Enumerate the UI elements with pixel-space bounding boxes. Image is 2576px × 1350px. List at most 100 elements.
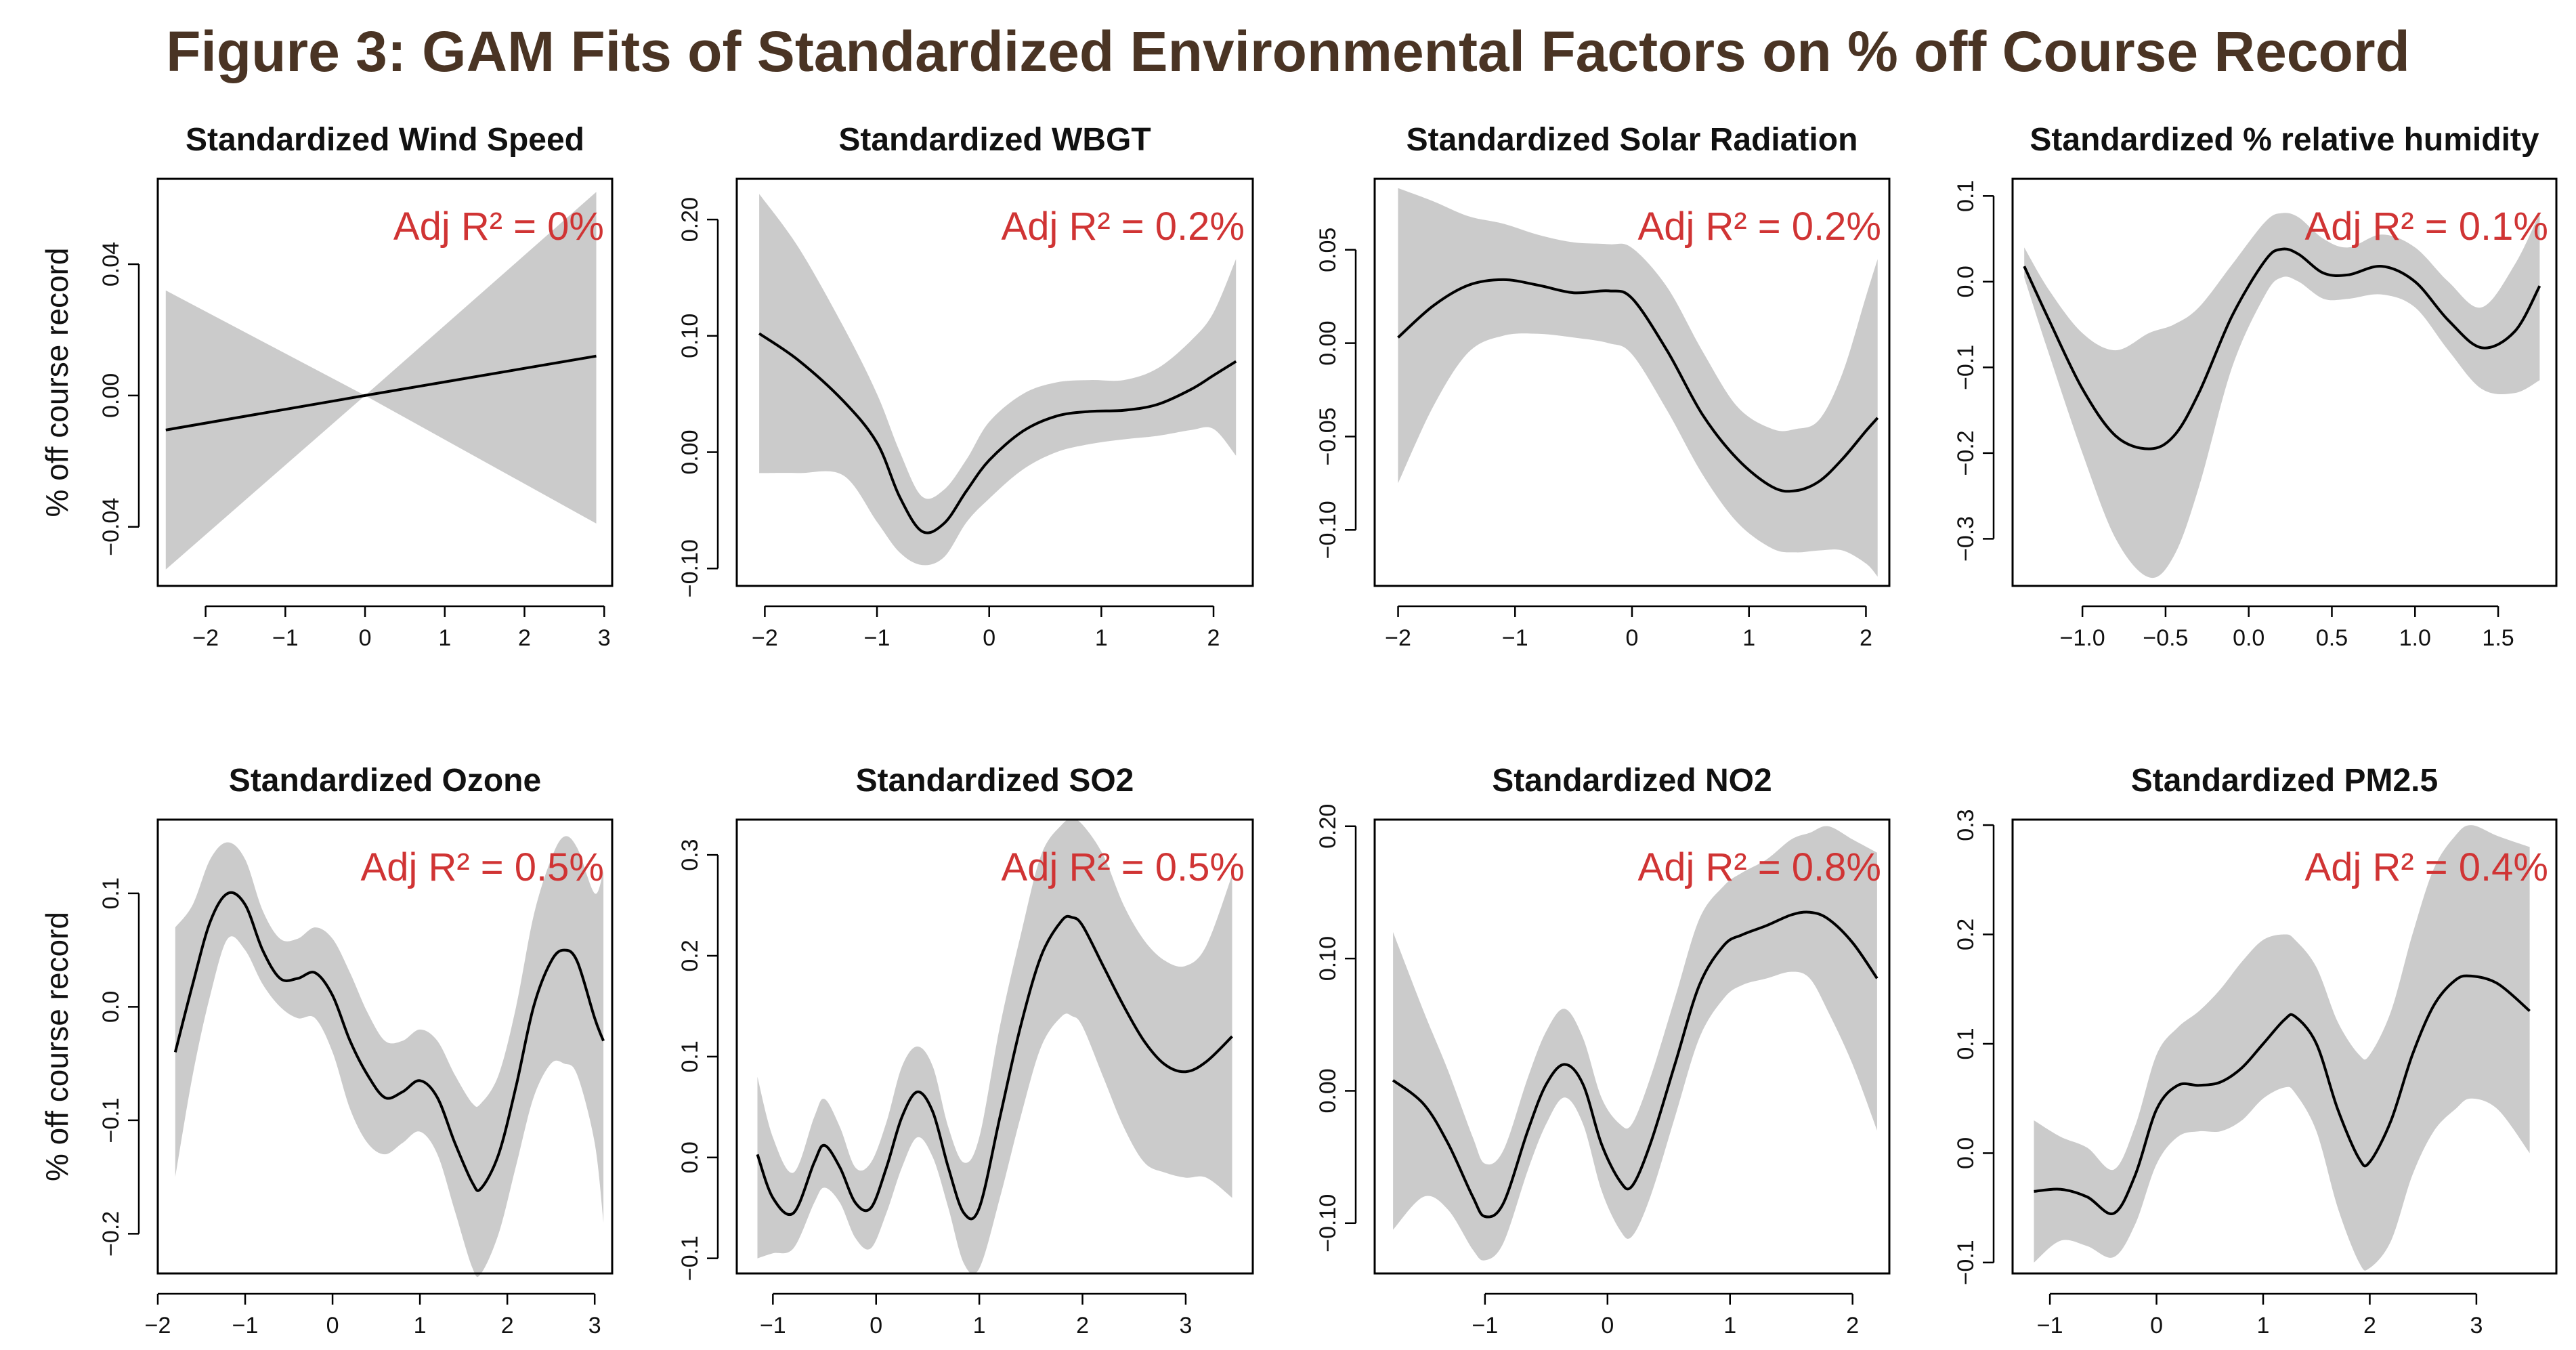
x-tick-label: 3 [2470, 1313, 2483, 1338]
x-tick-label: 1 [438, 625, 451, 651]
panel-title: Standardized WBGT [838, 122, 1151, 158]
x-tick-label: 1 [1723, 1313, 1736, 1338]
confidence-band [757, 819, 1232, 1275]
fit-line [173, 891, 605, 1192]
y-tick-label: 0.0 [677, 1141, 703, 1173]
y-tick-label: 0.20 [1315, 804, 1341, 849]
adj-r2-annotation: Adj R² = 0.1% [2305, 205, 2548, 249]
x-tick-label: −1 [2037, 1313, 2063, 1338]
y-axis-label: % off course record [39, 247, 74, 517]
panel-5: −2 −1 0 1 2 3 −0.2 −0.1 0.0 0.1 Standardized Ozone… [39, 763, 614, 1338]
x-tick-label: 3 [588, 1313, 601, 1338]
x-tick-label: 0.5 [2316, 625, 2348, 651]
x-tick-label: 1 [1095, 625, 1108, 651]
y-tick-label: 0.10 [677, 314, 703, 358]
fit-line [2023, 247, 2541, 450]
panel-title: Standardized Ozone [229, 763, 541, 799]
x-tick-label: −1 [864, 625, 890, 651]
y-tick-label: 0.1 [98, 877, 124, 909]
confidence-band [2024, 213, 2540, 578]
figure-title: Figure 3: GAM Fits of Standardized Envir… [166, 20, 2410, 83]
x-tick-label: 3 [1179, 1313, 1192, 1338]
confidence-band [175, 836, 604, 1278]
x-tick-label: 2 [1076, 1313, 1089, 1338]
panel-1: −2 −1 0 1 2 3 −0.04 0.00 0.04 Standardized Wind S… [39, 122, 614, 651]
x-tick-label: −1 [1472, 1313, 1498, 1338]
y-axis-label: % off course record [39, 912, 74, 1181]
confidence-band [1398, 188, 1878, 577]
y-tick-label: 0.20 [677, 197, 703, 242]
panel-3: −2 −1 0 1 2 −0.10 −0.05 0.00 0.05 Standardized So… [1315, 122, 1891, 651]
plot-frame [2011, 177, 2558, 587]
x-tick-label: 0.0 [2233, 625, 2264, 651]
x-tick-label: −2 [752, 625, 778, 651]
x-tick-label: 2 [1846, 1313, 1859, 1338]
adj-r2-annotation: Adj R² = 0.8% [1638, 845, 1881, 889]
x-tick-label: −1 [272, 625, 299, 651]
x-tick-label: 1.5 [2482, 625, 2514, 651]
confidence-band [759, 194, 1237, 566]
plot-frame [735, 818, 1254, 1275]
x-tick-label: −2 [192, 625, 219, 651]
y-tick-label: −0.05 [1315, 407, 1341, 465]
y-tick-label: 0.05 [1315, 228, 1341, 272]
x-tick-label: 0 [1626, 625, 1639, 651]
y-tick-label: 0.1 [1953, 180, 1979, 212]
y-tick-label: −0.10 [1315, 1194, 1341, 1252]
confidence-band [1393, 826, 1877, 1261]
panel-2: −2 −1 0 1 2 −0.10 0.00 0.10 0.20 Standardized WBG… [677, 122, 1254, 651]
y-tick-label: 0.3 [1953, 809, 1979, 841]
panel-7: −1 0 1 2 −0.10 0.00 0.10 0.20 Standardized NO2 Ad… [1315, 763, 1891, 1338]
x-tick-label: 2 [1207, 625, 1220, 651]
panel-4: −1.0 −0.5 0.0 0.5 1.0 1.5 −0.3 −0.2 −0.1 0.0 0.1 St… [1953, 122, 2558, 651]
y-tick-label: 0.00 [98, 373, 124, 418]
y-tick-label: 0.00 [1315, 321, 1341, 366]
y-tick-label: 0.1 [1953, 1028, 1979, 1059]
y-tick-label: 0.00 [1315, 1068, 1341, 1113]
y-tick-label: −0.1 [98, 1097, 124, 1143]
x-tick-label: 2 [2363, 1313, 2376, 1338]
y-tick-label: 0.04 [98, 242, 124, 287]
plot-frame [735, 177, 1254, 587]
x-tick-label: 1 [414, 1313, 427, 1338]
x-tick-label: 0 [983, 625, 995, 651]
y-tick-label: 0.0 [1953, 266, 1979, 297]
x-tick-label: 0 [870, 1313, 882, 1338]
confidence-band [165, 192, 597, 570]
x-tick-label: 1 [973, 1313, 986, 1338]
x-tick-label: 2 [1860, 625, 1872, 651]
y-tick-label: −0.2 [98, 1211, 124, 1257]
x-tick-label: −1 [1502, 625, 1528, 651]
fit-line [758, 332, 1237, 534]
panel-title: Standardized Solar Radiation [1407, 122, 1858, 158]
y-tick-label: −0.10 [1315, 501, 1341, 559]
adj-r2-annotation: Adj R² = 0.5% [1002, 845, 1245, 889]
y-tick-label: −0.04 [98, 498, 124, 556]
panel-title: Standardized Wind Speed [186, 122, 584, 158]
y-tick-label: 0.00 [677, 429, 703, 474]
y-tick-label: 0.1 [677, 1040, 703, 1072]
fit-line [756, 914, 1233, 1221]
adj-r2-annotation: Adj R² = 0.2% [1002, 205, 1245, 249]
plot-frame [156, 177, 614, 587]
y-tick-label: 0.3 [677, 839, 703, 870]
y-tick-label: −0.1 [1953, 1240, 1979, 1285]
panel-title: Standardized % relative humidity [2030, 122, 2539, 158]
adj-r2-annotation: Adj R² = 0% [393, 205, 604, 249]
y-tick-label: 0.2 [1953, 919, 1979, 950]
y-tick-label: −0.10 [677, 539, 703, 597]
y-tick-label: 0.10 [1315, 936, 1341, 981]
x-tick-label: 1.0 [2399, 625, 2431, 651]
x-tick-label: 0 [1601, 1313, 1614, 1338]
y-tick-label: 0.0 [98, 991, 124, 1023]
fit-line [1397, 278, 1879, 493]
x-tick-label: 0 [2150, 1313, 2163, 1338]
x-tick-label: −0.5 [2143, 625, 2188, 651]
fit-line [165, 354, 597, 431]
x-tick-label: 2 [501, 1313, 514, 1338]
y-tick-label: −0.1 [1953, 345, 1979, 390]
x-tick-label: 1 [2257, 1313, 2270, 1338]
panel-6: −1 0 1 2 3 −0.1 0.0 0.1 0.2 0.3 Standardized SO2 Ad… [677, 763, 1254, 1338]
y-tick-label: −0.2 [1953, 430, 1979, 476]
x-tick-label: −2 [145, 1313, 171, 1338]
